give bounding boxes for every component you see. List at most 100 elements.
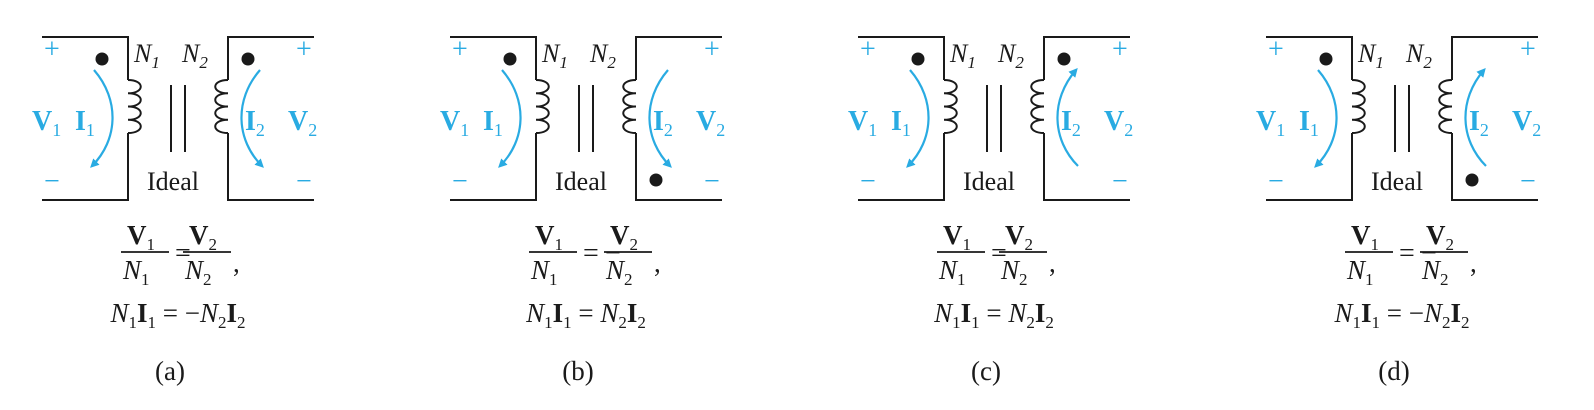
eq-n2-denominator: N2 (1000, 255, 1028, 289)
i1-label: I1 (1299, 106, 1319, 140)
i1-label: I1 (483, 106, 503, 140)
v1-label: V1 (848, 106, 877, 140)
ideal-label: Ideal (555, 167, 607, 196)
eq-comma: , (1049, 248, 1056, 278)
equation-current: N1I1 = −N2I2 (109, 298, 245, 332)
i2-label: I2 (1469, 106, 1489, 140)
ideal-label: Ideal (963, 167, 1015, 196)
v2-plus: + (704, 34, 720, 65)
secondary-bottom-wire (1451, 133, 1538, 201)
eq-equals: = (583, 238, 599, 269)
secondary-winding (622, 79, 637, 134)
secondary-top-wire (227, 36, 314, 80)
i2-arrow (1464, 67, 1487, 167)
primary-bottom-wire (1266, 133, 1353, 201)
n1-label: N1 (1357, 39, 1384, 72)
i1-arrow (906, 69, 930, 168)
eq-equals: = (991, 238, 1007, 269)
secondary-winding (1438, 79, 1453, 134)
ideal-label: Ideal (1371, 167, 1423, 196)
panel-caption: (b) (562, 356, 593, 386)
primary-winding (127, 79, 142, 134)
eq-n2-denominator: N2 (1421, 255, 1449, 289)
primary-winding (1351, 79, 1366, 134)
panel-caption: (c) (971, 356, 1001, 386)
v2-label: V2 (696, 106, 725, 140)
n2-label: N2 (589, 39, 616, 72)
panel-caption: (d) (1378, 356, 1409, 386)
n1-label: N1 (541, 39, 568, 72)
i2-arrow (240, 69, 264, 168)
secondary-dot (1465, 173, 1479, 187)
eq-n2-denominator: N2 (184, 255, 212, 289)
i1-label: I1 (75, 106, 95, 140)
eq-v2-numerator: V2 (610, 220, 638, 254)
v1-minus: − (860, 166, 876, 197)
i1-arrow (498, 69, 522, 168)
secondary-winding (1030, 79, 1045, 134)
eq-v1-numerator: V1 (535, 220, 563, 254)
eq-n1-denominator: N1 (122, 255, 150, 289)
secondary-bottom-wire (227, 133, 314, 201)
primary-top-wire (858, 36, 945, 80)
n2-label: N2 (1405, 39, 1432, 72)
eq-n1-denominator: N1 (1346, 255, 1374, 289)
n2-label: N2 (181, 39, 208, 72)
eq-comma: , (233, 248, 240, 278)
v1-plus: + (44, 34, 60, 65)
v2-minus: − (1112, 166, 1128, 197)
v2-plus: + (1520, 34, 1536, 65)
v2-label: V2 (1104, 106, 1133, 140)
primary-winding (943, 79, 958, 134)
eq-v2-numerator: V2 (189, 220, 217, 254)
eq-equals: = (175, 238, 191, 269)
equation-current: N1I1 = −N2I2 (1333, 298, 1469, 332)
v1-plus: + (1268, 34, 1284, 65)
secondary-bottom-wire (1043, 133, 1130, 201)
eq-v1-numerator: V1 (127, 220, 155, 254)
v1-label: V1 (1256, 106, 1285, 140)
eq-v1-numerator: V1 (943, 220, 971, 254)
secondary-top-wire (1043, 36, 1130, 80)
v2-minus: − (704, 166, 720, 197)
secondary-dot (649, 173, 663, 187)
equation-current: N1I1 = N2I2 (933, 298, 1054, 332)
v1-minus: − (1268, 166, 1284, 197)
equation-current: N1I1 = N2I2 (525, 298, 646, 332)
eq-n1-denominator: N1 (938, 255, 966, 289)
v2-label: V2 (1512, 106, 1541, 140)
secondary-dot (1057, 52, 1071, 66)
primary-top-wire (42, 36, 129, 80)
i1-arrow (90, 69, 114, 168)
v2-plus: + (1112, 34, 1128, 65)
i1-arrow (1314, 69, 1338, 168)
primary-bottom-wire (858, 133, 945, 201)
i1-label: I1 (891, 106, 911, 140)
i2-arrow (648, 69, 672, 168)
i2-label: I2 (245, 106, 265, 140)
secondary-top-wire (635, 36, 722, 80)
primary-bottom-wire (450, 133, 537, 201)
primary-dot (911, 52, 925, 66)
v1-plus: + (452, 34, 468, 65)
primary-winding (535, 79, 550, 134)
eq-v2-numerator: V2 (1005, 220, 1033, 254)
n1-label: N1 (949, 39, 976, 72)
primary-dot (1319, 52, 1333, 66)
i2-label: I2 (1061, 106, 1081, 140)
primary-dot (503, 52, 517, 66)
primary-bottom-wire (42, 133, 129, 201)
ideal-label: Ideal (147, 167, 199, 196)
n1-label: N1 (133, 39, 160, 72)
primary-top-wire (450, 36, 537, 80)
eq-v2-numerator: V2 (1426, 220, 1454, 254)
v1-minus: − (44, 166, 60, 197)
v2-minus: − (1520, 166, 1536, 197)
v1-label: V1 (32, 106, 61, 140)
